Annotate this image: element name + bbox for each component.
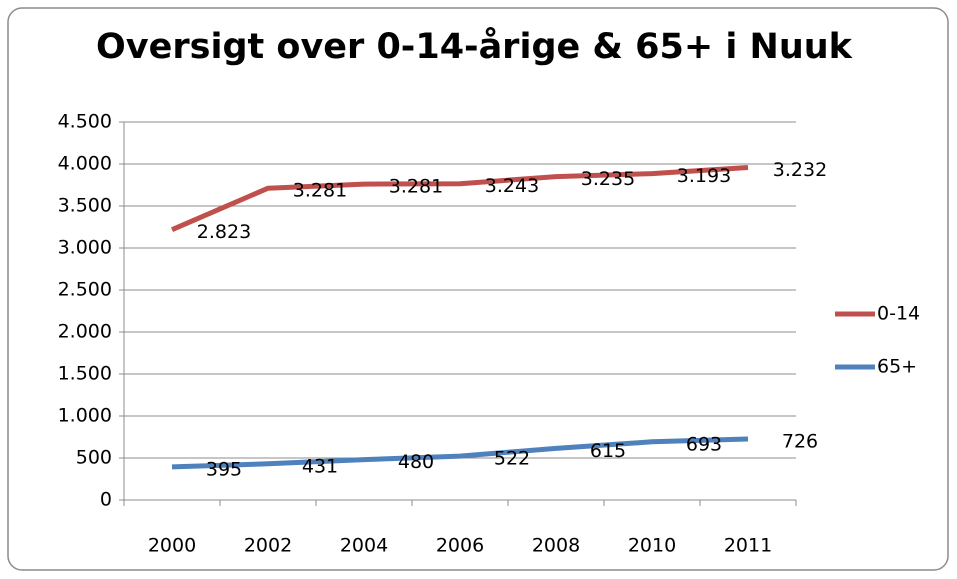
data-label: 522 [494, 448, 530, 470]
legend-label: 65+ [877, 356, 917, 378]
chart-title: Oversigt over 0-14-årige & 65+ i Nuuk [96, 26, 853, 67]
data-label: 615 [590, 440, 626, 462]
y-tick-label: 0 [100, 489, 112, 511]
x-tick-label: 2000 [148, 535, 196, 557]
data-label: 693 [686, 433, 722, 455]
y-tick-label: 1.500 [58, 363, 112, 385]
y-tick-label: 2.000 [58, 321, 112, 343]
series-line [171, 165, 749, 232]
y-tick-label: 4.000 [58, 153, 112, 175]
x-tick-label: 2008 [532, 535, 580, 557]
series-line [171, 436, 749, 470]
x-tick-label: 2010 [628, 535, 676, 557]
y-tick-label: 1.000 [58, 405, 112, 427]
x-tick-label: 2002 [244, 535, 292, 557]
x-tick-label: 2011 [724, 535, 772, 557]
y-tick-label: 3.000 [58, 237, 112, 259]
data-label: 3.235 [581, 168, 635, 190]
data-label: 726 [782, 431, 818, 453]
data-label: 3.281 [293, 180, 347, 202]
chart-border [7, 7, 949, 571]
y-tick-label: 2.500 [58, 279, 112, 301]
data-label: 3.243 [485, 175, 539, 197]
y-tick-label: 500 [76, 447, 112, 469]
data-label: 480 [398, 451, 434, 473]
data-label: 2.823 [197, 221, 251, 243]
x-tick-label: 2006 [436, 535, 484, 557]
data-label: 3.281 [389, 176, 443, 198]
data-label: 3.193 [677, 165, 731, 187]
x-tick-label: 2004 [340, 535, 388, 557]
legend-label: 0-14 [877, 303, 920, 325]
data-label: 395 [206, 458, 242, 480]
y-tick-label: 4.500 [58, 111, 112, 133]
data-label: 431 [302, 455, 338, 477]
data-label: 3.232 [773, 159, 827, 181]
y-tick-label: 3.500 [58, 195, 112, 217]
